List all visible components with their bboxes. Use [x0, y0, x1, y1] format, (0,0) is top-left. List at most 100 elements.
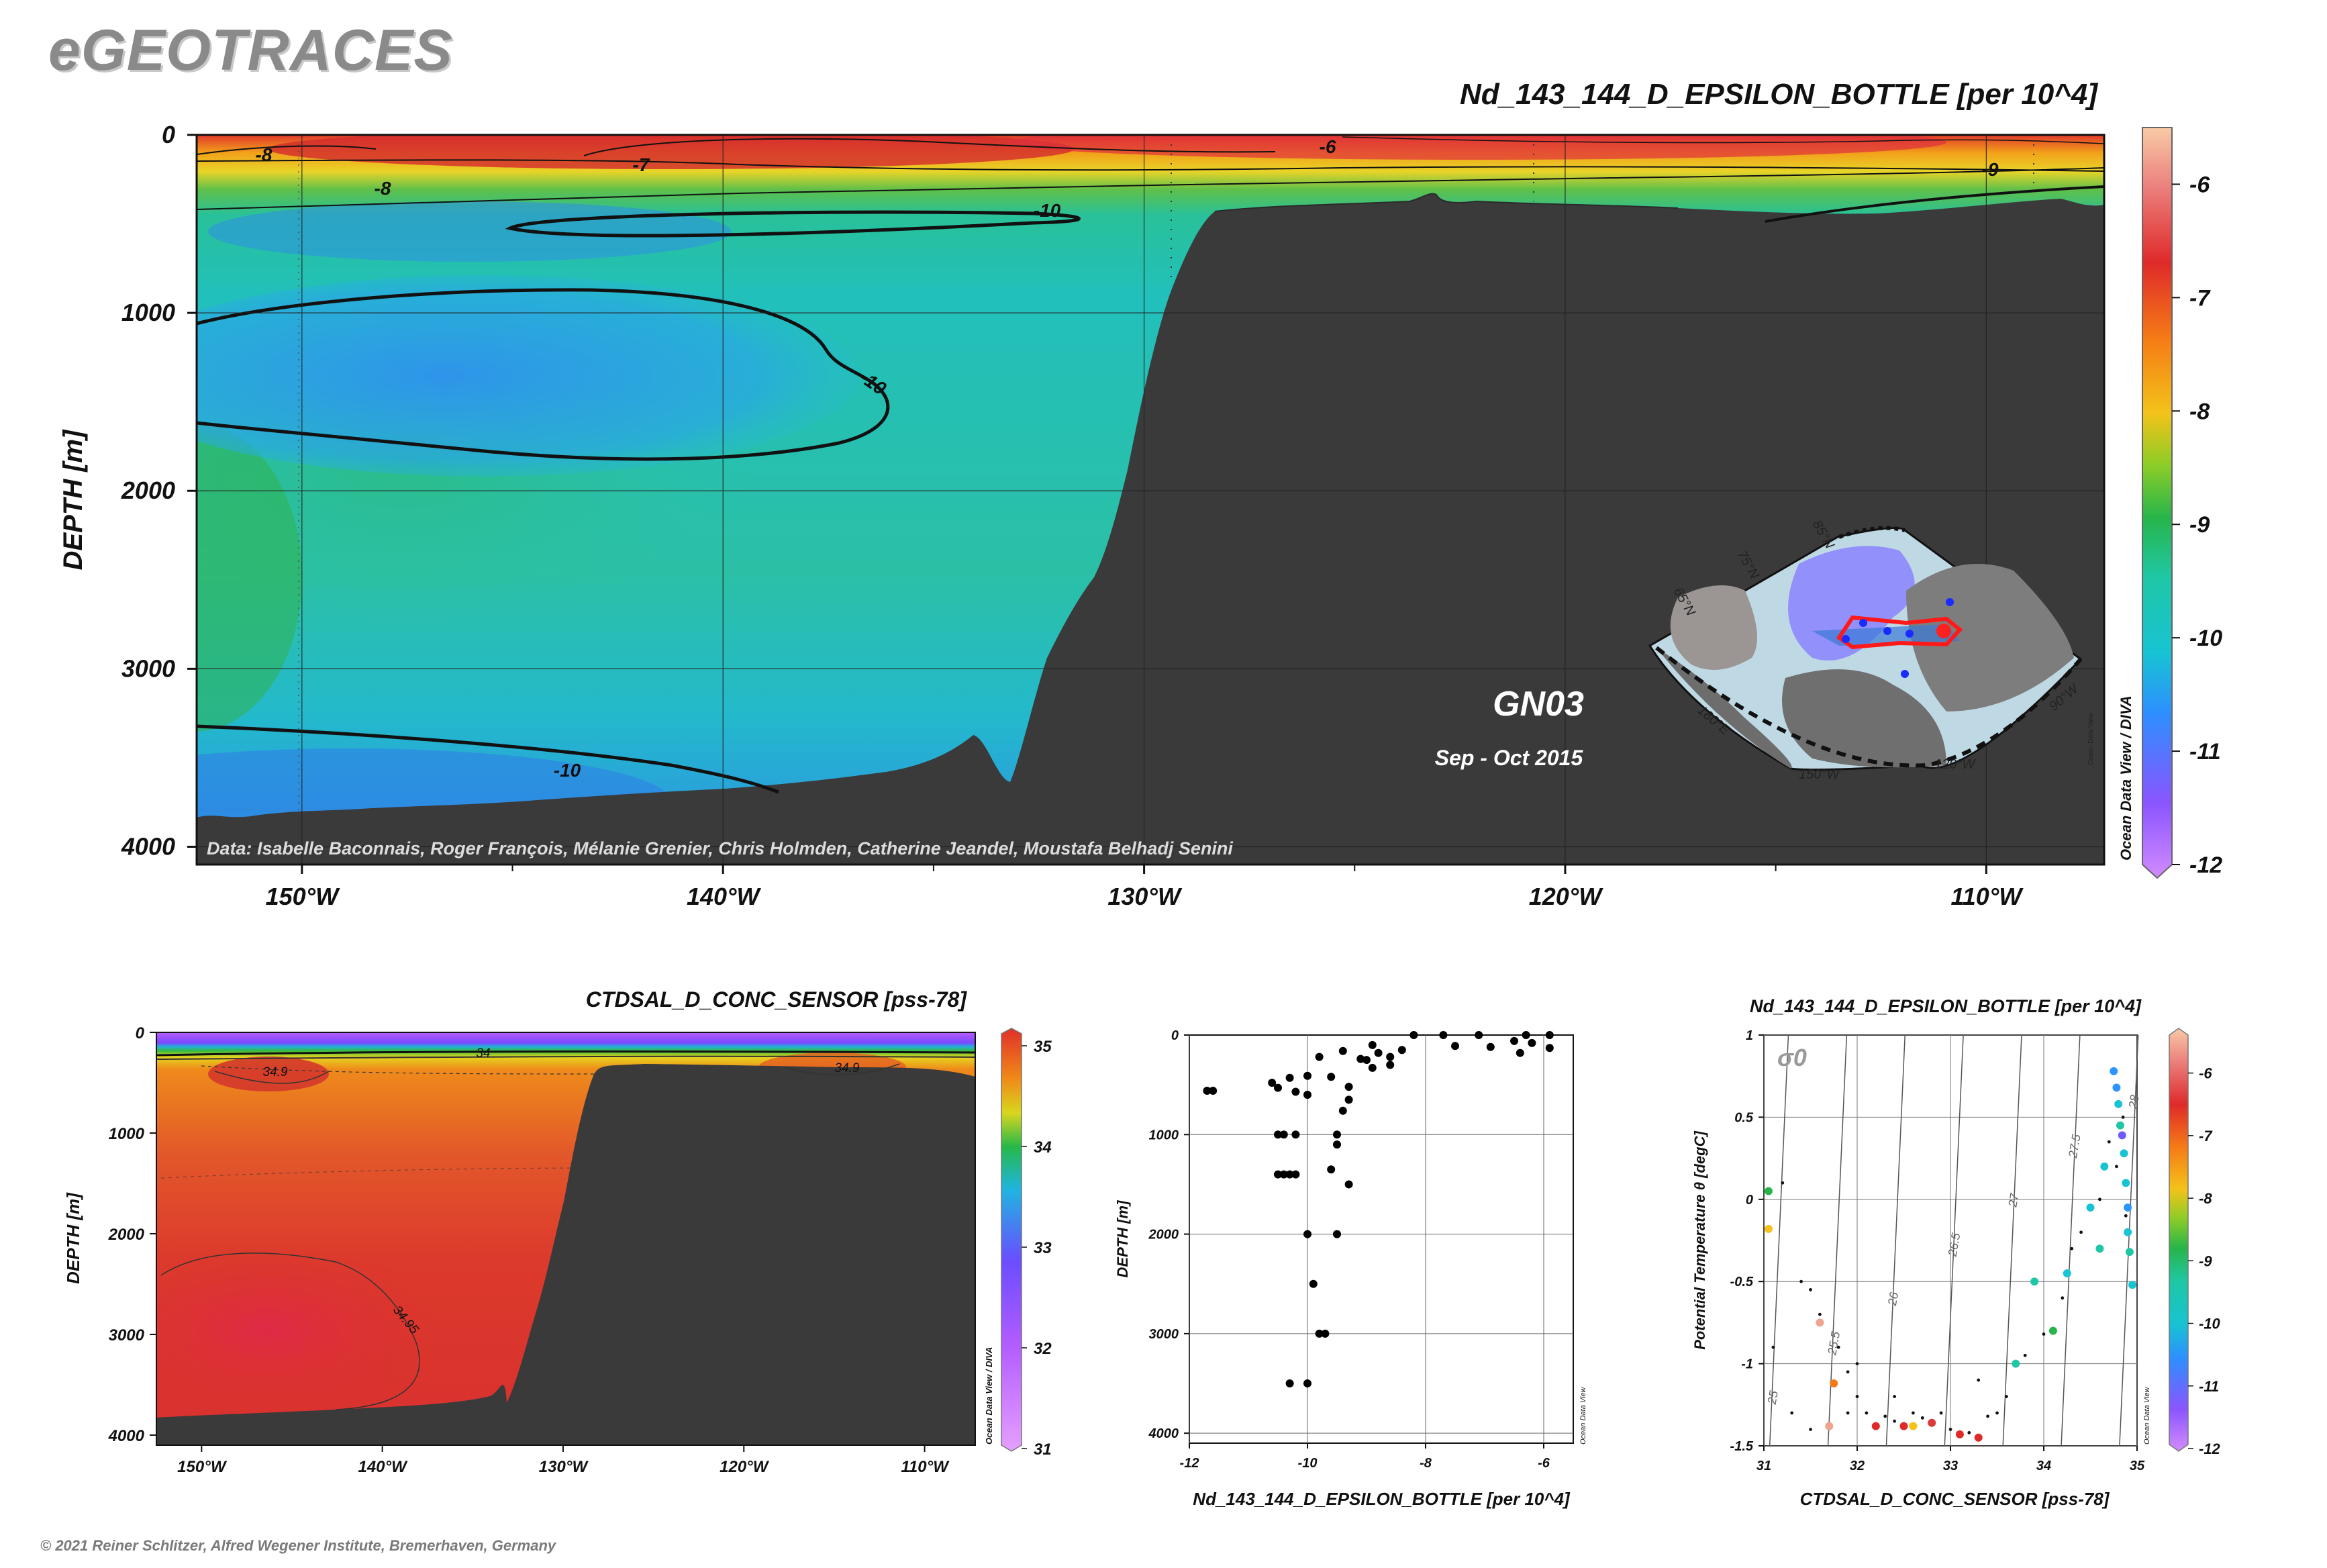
ts-isopycnal-label: 25	[1765, 1389, 1781, 1406]
ts-colorbar-tick: -12	[2199, 1440, 2221, 1457]
ts-data-point	[1871, 1422, 1880, 1430]
ts-data-point	[2012, 1359, 2020, 1368]
ts-isopycnal-line	[2119, 1034, 2139, 1447]
main-ytick-label: 3000	[121, 654, 175, 682]
profile-point	[1303, 1071, 1311, 1080]
salinity-xtick-label: 110°W	[901, 1458, 950, 1476]
ts-data-point	[2124, 1228, 2132, 1236]
profile-point	[1522, 1031, 1530, 1039]
profile-point	[1545, 1044, 1554, 1052]
salinity-ytick-label: 1000	[109, 1125, 145, 1143]
ts-data-point	[2124, 1204, 2132, 1212]
profile-point	[1386, 1052, 1395, 1061]
ts-data-point	[2063, 1269, 2071, 1277]
profile-point	[1327, 1165, 1336, 1174]
ts-background-point	[1948, 1428, 1952, 1431]
profile-point	[1516, 1048, 1524, 1057]
profile-point	[1368, 1063, 1377, 1072]
profile-point	[1303, 1379, 1311, 1388]
profile-ytick-label: 0	[1171, 1028, 1179, 1043]
profile-point	[1439, 1031, 1448, 1039]
main-xtick-label: 120°W	[1529, 883, 1603, 910]
ts-colorbar-tick: -7	[2199, 1128, 2213, 1144]
profile-xtick-label: -12	[1180, 1456, 1199, 1471]
ts-data-point	[2112, 1083, 2121, 1092]
profile-point	[1333, 1130, 1341, 1139]
ts-colorbar-tick: -6	[2199, 1065, 2212, 1082]
main-ytick-label: 1000	[121, 299, 175, 326]
ts-data-point	[1764, 1224, 1773, 1233]
profile-point	[1374, 1048, 1383, 1057]
profile-point	[1279, 1170, 1288, 1179]
profile-point	[1333, 1140, 1341, 1149]
ts-data-point	[1928, 1418, 1936, 1427]
ts-isopycnal-label: 28	[2126, 1094, 2141, 1110]
ts-background-point	[1912, 1411, 1915, 1415]
main-ylabel: DEPTH [m]	[58, 429, 88, 571]
ts-background-point	[1986, 1414, 1990, 1418]
main-section-plot: Nd_143_144_D_EPSILON_BOTTLE [per 10^4]	[58, 78, 2222, 910]
ts-data-point	[1909, 1422, 1918, 1430]
salinity-contour-label: 34	[476, 1046, 490, 1061]
main-ytick-label: 0	[162, 121, 175, 148]
main-contour-label: -6	[1320, 136, 1336, 157]
profile-point	[1274, 1130, 1282, 1139]
salinity-ytick-label: 3000	[109, 1326, 145, 1344]
profile-point	[1321, 1329, 1330, 1338]
salinity-ytick-label: 4000	[108, 1427, 145, 1445]
profile-point	[1274, 1083, 1282, 1092]
ts-background-point	[1846, 1411, 1850, 1415]
profile-point	[1486, 1042, 1495, 1051]
salinity-xtick-label: 120°W	[720, 1458, 770, 1476]
ts-data-point	[1764, 1187, 1773, 1195]
salinity-colorbar-tick: 35	[1034, 1038, 1052, 1056]
main-contour-label: -8	[256, 144, 273, 165]
ts-diagram-plot: Nd_143_144_D_EPSILON_BOTTLE [per 10^4] 3…	[1691, 996, 2221, 1509]
ts-ytick-label: 0	[1746, 1193, 1753, 1208]
main-xtick-label: 130°W	[1107, 883, 1182, 910]
main-ytick-label: 2000	[121, 477, 175, 504]
salinity-xtick-label: 140°W	[358, 1458, 408, 1476]
salinity-colorbar-tick: 31	[1034, 1440, 1052, 1459]
profile-ytick-label: 3000	[1149, 1327, 1179, 1342]
ts-background-point	[1855, 1362, 1859, 1365]
ts-data-point	[2048, 1326, 2057, 1335]
profile-scatter-plot: -12 -10 -8 -6 0 1000 2000 3000 4000 Nd_143_144_D…	[1114, 1028, 1587, 1509]
profile-point	[1291, 1087, 1300, 1096]
salinity-seafloor	[156, 1064, 975, 1445]
ts-ytick-label: 1	[1746, 1028, 1753, 1043]
salinity-odv-credit: Ocean Data View / DIVA	[984, 1347, 994, 1444]
ts-data-point	[2114, 1099, 2123, 1108]
ts-background-point	[1865, 1411, 1869, 1415]
ts-data-point	[2086, 1204, 2095, 1212]
profile-point	[1203, 1087, 1211, 1095]
profile-point	[1510, 1036, 1518, 1045]
ts-colorbar-tick: -10	[2199, 1316, 2221, 1332]
profile-point	[1338, 1106, 1347, 1115]
ts-data-point	[2125, 1248, 2134, 1257]
profile-ytick-label: 1000	[1149, 1128, 1179, 1142]
ts-background-point	[1855, 1395, 1859, 1398]
profile-xlabel: Nd_143_144_D_EPSILON_BOTTLE [per 10^4]	[1193, 1489, 1571, 1509]
profile-point	[1285, 1379, 1294, 1388]
ts-colorbar-tick: -11	[2199, 1378, 2219, 1395]
ts-background-point	[1836, 1345, 1840, 1349]
profile-ytick-label: 2000	[1148, 1228, 1179, 1242]
ts-background-point	[1920, 1416, 1924, 1420]
profile-xtick-label: -8	[1420, 1456, 1432, 1471]
profile-point	[1344, 1083, 1353, 1091]
ts-isopycnal-label: 27	[2006, 1192, 2022, 1209]
profile-point	[1209, 1087, 1218, 1095]
ts-data-point	[2122, 1179, 2130, 1187]
profile-point	[1409, 1031, 1418, 1039]
salinity-section-plot: CTDSAL_D_CONC_SENSOR [pss-78] 34 34.9 34.9…	[63, 987, 1052, 1476]
profile-point	[1333, 1230, 1341, 1238]
salinity-ylabel: DEPTH [m]	[63, 1192, 83, 1284]
ts-title: Nd_143_144_D_EPSILON_BOTTLE [per 10^4]	[1750, 996, 2142, 1016]
ts-background-point	[1846, 1370, 1850, 1374]
main-ytick-label: 4000	[121, 832, 175, 860]
profile-point	[1363, 1056, 1371, 1065]
main-xtick-label: 110°W	[1950, 883, 2024, 910]
profile-point	[1285, 1073, 1294, 1082]
